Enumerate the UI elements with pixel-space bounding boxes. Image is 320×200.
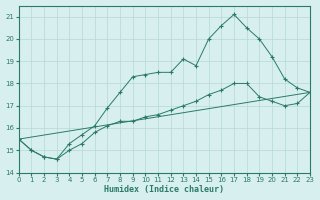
X-axis label: Humidex (Indice chaleur): Humidex (Indice chaleur) <box>104 185 224 194</box>
